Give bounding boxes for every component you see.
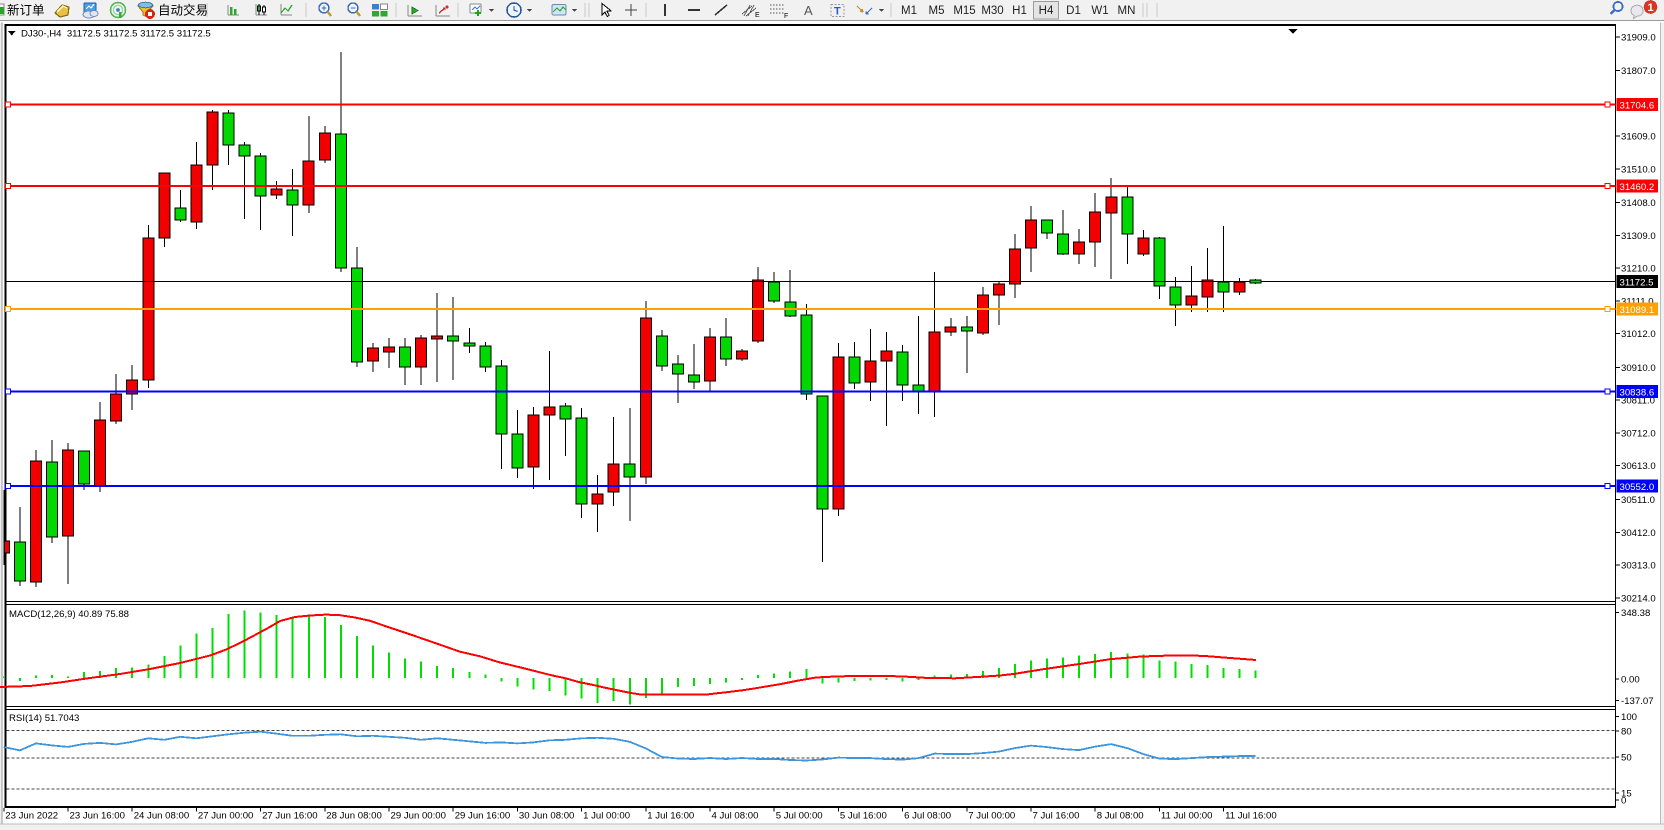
svg-text:−: −	[350, 3, 355, 13]
svg-text:30511.0: 30511.0	[1621, 495, 1655, 506]
svg-text:30214.0: 30214.0	[1621, 593, 1656, 604]
svg-text:0: 0	[1621, 796, 1626, 807]
svg-text:30910.0: 30910.0	[1621, 363, 1656, 374]
svg-text:31408.0: 31408.0	[1621, 198, 1656, 209]
svg-text:15: 15	[1621, 789, 1632, 800]
svg-text:30313.0: 30313.0	[1621, 561, 1656, 572]
svg-text:29 Jun 00:00: 29 Jun 00:00	[391, 811, 446, 822]
svg-text:1: 1	[1647, 2, 1653, 14]
svg-text:29 Jun 16:00: 29 Jun 16:00	[455, 811, 510, 822]
svg-text:新订单: 新订单	[7, 3, 45, 18]
svg-text:30613.0: 30613.0	[1621, 461, 1656, 472]
svg-text:M15: M15	[953, 5, 975, 17]
svg-text:MN: MN	[1118, 5, 1136, 17]
svg-text:自动交易: 自动交易	[158, 3, 208, 18]
svg-text:5 Jul 16:00: 5 Jul 16:00	[840, 811, 887, 822]
svg-text:11 Jul 16:00: 11 Jul 16:00	[1225, 811, 1277, 822]
svg-text:+: +	[321, 3, 326, 13]
svg-text:1 Jul 16:00: 1 Jul 16:00	[647, 811, 694, 822]
svg-text:30712.0: 30712.0	[1621, 429, 1656, 440]
svg-text:A: A	[804, 3, 813, 18]
svg-text:348.38: 348.38	[1621, 608, 1650, 619]
svg-text:31089.1: 31089.1	[1620, 305, 1655, 316]
svg-text:5 Jul 00:00: 5 Jul 00:00	[776, 811, 823, 822]
svg-text:31012.0: 31012.0	[1621, 329, 1656, 340]
svg-text:31309.0: 31309.0	[1621, 231, 1656, 242]
svg-text:T: T	[834, 6, 841, 18]
svg-text:31111.0: 31111.0	[1621, 296, 1654, 307]
svg-text:27 Jun 16:00: 27 Jun 16:00	[262, 811, 317, 822]
svg-text:31807.0: 31807.0	[1621, 66, 1656, 77]
svg-text:31909.0: 31909.0	[1621, 32, 1656, 43]
svg-text:30552.0: 30552.0	[1620, 482, 1655, 493]
svg-text:M30: M30	[981, 5, 1003, 17]
svg-text:7 Jul 16:00: 7 Jul 16:00	[1033, 811, 1080, 822]
svg-text:7 Jul 00:00: 7 Jul 00:00	[968, 811, 1015, 822]
svg-text:23 Jun 2022: 23 Jun 2022	[5, 811, 58, 822]
svg-text:W1: W1	[1091, 5, 1108, 17]
svg-text:24 Jun 08:00: 24 Jun 08:00	[134, 811, 189, 822]
svg-text:D1: D1	[1066, 5, 1081, 17]
svg-text:0.00: 0.00	[1621, 675, 1640, 686]
svg-text:31172.5: 31172.5	[1620, 277, 1654, 288]
svg-text:30 Jun 08:00: 30 Jun 08:00	[519, 811, 574, 822]
svg-text:RSI(14) 51.7043: RSI(14) 51.7043	[9, 713, 79, 724]
svg-text:M5: M5	[929, 5, 945, 17]
svg-text:31609.0: 31609.0	[1621, 132, 1656, 143]
svg-text:H1: H1	[1012, 5, 1027, 17]
svg-text:MACD(12,26,9) 40.89 75.88: MACD(12,26,9) 40.89 75.88	[9, 609, 129, 620]
svg-text:DJ30-,H4 31172.5 31172.5 3117: DJ30-,H4 31172.5 31172.5 31172.5 31172.5	[21, 29, 211, 40]
svg-text:30412.0: 30412.0	[1621, 528, 1656, 539]
svg-text:31210.0: 31210.0	[1621, 264, 1656, 275]
svg-text:11 Jul 00:00: 11 Jul 00:00	[1161, 811, 1213, 822]
svg-text:4 Jul 08:00: 4 Jul 08:00	[712, 811, 759, 822]
svg-text:H4: H4	[1039, 5, 1054, 17]
svg-text:23 Jun 16:00: 23 Jun 16:00	[70, 811, 125, 822]
svg-text:-137.07: -137.07	[1621, 696, 1654, 707]
svg-text:1 Jul 00:00: 1 Jul 00:00	[583, 811, 630, 822]
svg-text:28 Jun 08:00: 28 Jun 08:00	[326, 811, 381, 822]
svg-text:8 Jul 08:00: 8 Jul 08:00	[1097, 811, 1144, 822]
svg-text:80: 80	[1621, 726, 1632, 737]
svg-text:27 Jun 00:00: 27 Jun 00:00	[198, 811, 253, 822]
svg-text:50: 50	[1621, 753, 1632, 764]
svg-text:100: 100	[1621, 712, 1637, 723]
svg-text:E: E	[755, 12, 760, 19]
svg-text:31510.0: 31510.0	[1621, 164, 1656, 175]
svg-text:F: F	[784, 13, 788, 20]
svg-text:30838.6: 30838.6	[1620, 387, 1655, 398]
svg-text:6 Jul 08:00: 6 Jul 08:00	[904, 811, 951, 822]
svg-text:M1: M1	[901, 5, 917, 17]
svg-text:30811.0: 30811.0	[1621, 396, 1655, 407]
svg-text:31460.2: 31460.2	[1620, 182, 1655, 193]
svg-text:31704.6: 31704.6	[1620, 100, 1655, 111]
